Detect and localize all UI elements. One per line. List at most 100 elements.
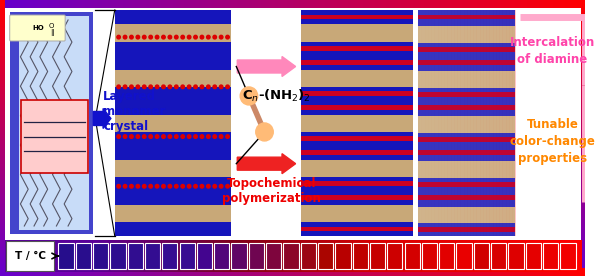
Bar <box>580 64 585 66</box>
Bar <box>579 240 582 272</box>
Bar <box>187 240 190 272</box>
Bar <box>170 268 173 276</box>
Bar <box>0 51 5 54</box>
Bar <box>153 240 155 272</box>
Bar <box>38 0 42 8</box>
Circle shape <box>240 87 258 105</box>
Bar <box>302 10 414 236</box>
Bar <box>515 268 519 276</box>
Bar <box>266 243 281 269</box>
Bar <box>577 0 580 8</box>
Bar <box>515 240 518 272</box>
Bar <box>0 155 5 157</box>
Bar <box>84 240 87 272</box>
Bar <box>29 0 33 8</box>
Bar <box>418 223 515 236</box>
Bar <box>550 268 554 276</box>
Bar <box>107 240 110 272</box>
Bar <box>0 149 5 152</box>
Bar <box>404 268 408 276</box>
Bar <box>0 46 5 48</box>
Bar <box>536 268 539 276</box>
Bar <box>254 240 257 272</box>
Bar <box>553 268 557 276</box>
Bar <box>18 240 21 272</box>
Bar <box>78 240 81 272</box>
Bar <box>103 240 105 272</box>
Bar <box>0 122 5 124</box>
Bar <box>17 0 22 8</box>
Bar <box>0 6 5 8</box>
Bar <box>305 0 308 8</box>
Bar <box>34 240 37 272</box>
Bar <box>580 148 585 150</box>
Bar <box>190 268 194 276</box>
Bar <box>418 92 515 97</box>
Bar <box>0 199 5 201</box>
Bar <box>322 0 326 8</box>
Bar <box>580 206 585 208</box>
Bar <box>0 174 5 177</box>
Bar <box>32 0 36 8</box>
Bar <box>483 240 486 272</box>
Bar <box>132 0 135 8</box>
Bar <box>374 0 379 8</box>
Bar <box>108 268 112 276</box>
Bar <box>0 162 5 164</box>
Bar <box>61 0 66 8</box>
Bar <box>0 76 5 79</box>
Bar <box>451 0 455 8</box>
Bar <box>580 39 585 41</box>
Bar <box>580 227 585 229</box>
Bar <box>372 268 376 276</box>
Bar <box>76 240 79 272</box>
Bar <box>184 268 188 276</box>
Bar <box>302 160 414 177</box>
Bar <box>418 26 515 43</box>
Bar <box>310 0 314 8</box>
Bar <box>0 55 5 58</box>
Bar <box>404 240 407 272</box>
Circle shape <box>194 35 197 39</box>
Bar <box>161 0 165 8</box>
Bar <box>580 9 585 11</box>
Bar <box>580 211 585 214</box>
Bar <box>0 9 5 11</box>
Circle shape <box>168 184 172 188</box>
Bar <box>574 268 577 276</box>
Bar <box>0 260 5 262</box>
Bar <box>447 10 452 236</box>
Bar <box>58 243 73 269</box>
Bar <box>28 240 31 272</box>
Bar <box>258 240 261 272</box>
Bar <box>470 10 474 236</box>
Bar <box>325 240 328 272</box>
Text: Layered
monomer
crystal: Layered monomer crystal <box>103 90 166 133</box>
Bar <box>457 268 461 276</box>
Bar <box>0 253 5 255</box>
Bar <box>176 0 179 8</box>
Bar <box>0 177 5 179</box>
Bar <box>0 180 5 182</box>
Bar <box>583 268 586 276</box>
Bar <box>53 240 56 272</box>
FancyArrow shape <box>93 108 111 129</box>
Bar <box>228 240 231 272</box>
Bar <box>580 115 585 117</box>
Bar <box>420 240 422 272</box>
Circle shape <box>213 35 217 39</box>
Bar <box>167 0 171 8</box>
Bar <box>0 118 5 120</box>
Bar <box>418 191 515 207</box>
Bar <box>0 173 5 175</box>
Bar <box>580 131 585 134</box>
Bar <box>160 240 163 272</box>
Bar <box>393 0 396 8</box>
Text: C$_n$-(NH$_2$)$_2$: C$_n$-(NH$_2$)$_2$ <box>242 88 311 104</box>
Bar <box>500 268 504 276</box>
Bar <box>101 240 104 272</box>
Bar <box>418 43 515 55</box>
Bar <box>146 0 150 8</box>
Bar <box>0 0 5 1</box>
Bar <box>0 185 5 188</box>
